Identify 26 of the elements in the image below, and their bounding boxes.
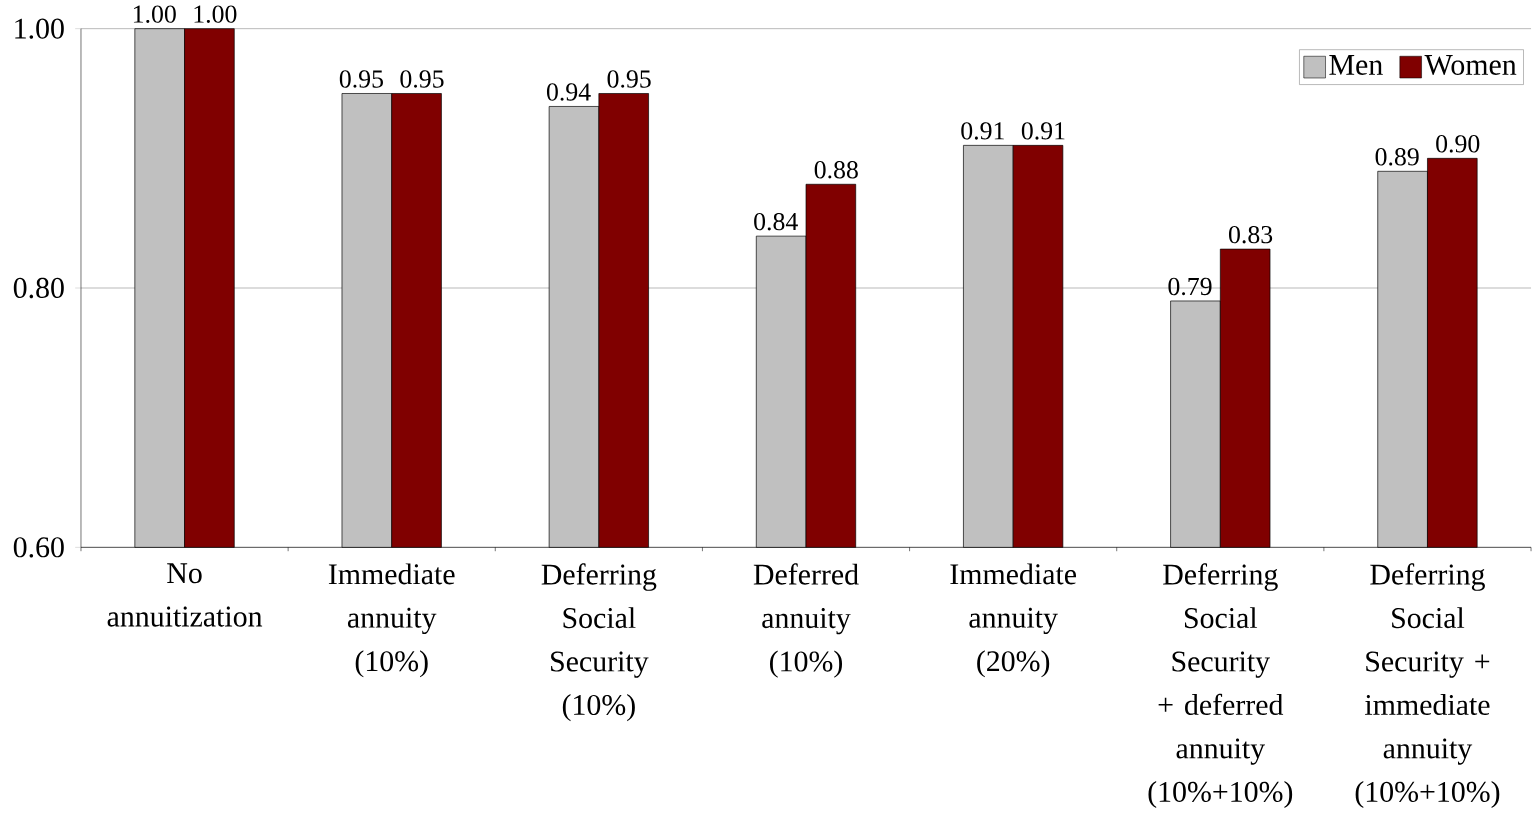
x-tick-label: Deferred annuity (10%) — [753, 563, 859, 678]
data-label: 0.90 — [1436, 135, 1480, 153]
data-label: 0.88 — [814, 161, 858, 179]
data-label: 0.91 — [1021, 122, 1065, 140]
data-label: 0.89 — [1375, 148, 1419, 166]
data-label: 1.00 — [194, 5, 237, 24]
data-label: 0.95 — [607, 70, 651, 88]
data-label: 0.83 — [1229, 226, 1273, 244]
legend-label: Women — [1424, 55, 1517, 76]
data-label: 0.95 — [400, 70, 444, 88]
x-tick-label: Deferring Social Security + immediate annuity (10%+10%) — [1355, 563, 1500, 809]
x-tick-label: Immediate annuity (20%) — [950, 563, 1077, 678]
x-tick-label: No annuitization — [107, 563, 263, 627]
x-tick-label: Deferring Social Security (10%) — [541, 563, 657, 722]
data-label: 1.00 — [133, 5, 176, 24]
y-tick-label: 0.60 — [13, 537, 64, 558]
y-tick-label: 0.80 — [13, 278, 64, 299]
data-label: 0.94 — [546, 83, 591, 101]
data-label: 0.84 — [754, 213, 798, 231]
x-tick-label: Immediate annuity (10%) — [328, 563, 455, 678]
data-label: 0.79 — [1168, 277, 1212, 296]
data-label: 0.95 — [339, 70, 383, 88]
data-label: 0.91 — [961, 122, 1004, 140]
x-tick-label: Deferring Social Security + deferred annuity (10%+10%) — [1148, 563, 1293, 809]
legend-label: Men — [1329, 55, 1383, 76]
y-tick-label: 1.00 — [15, 18, 64, 39]
